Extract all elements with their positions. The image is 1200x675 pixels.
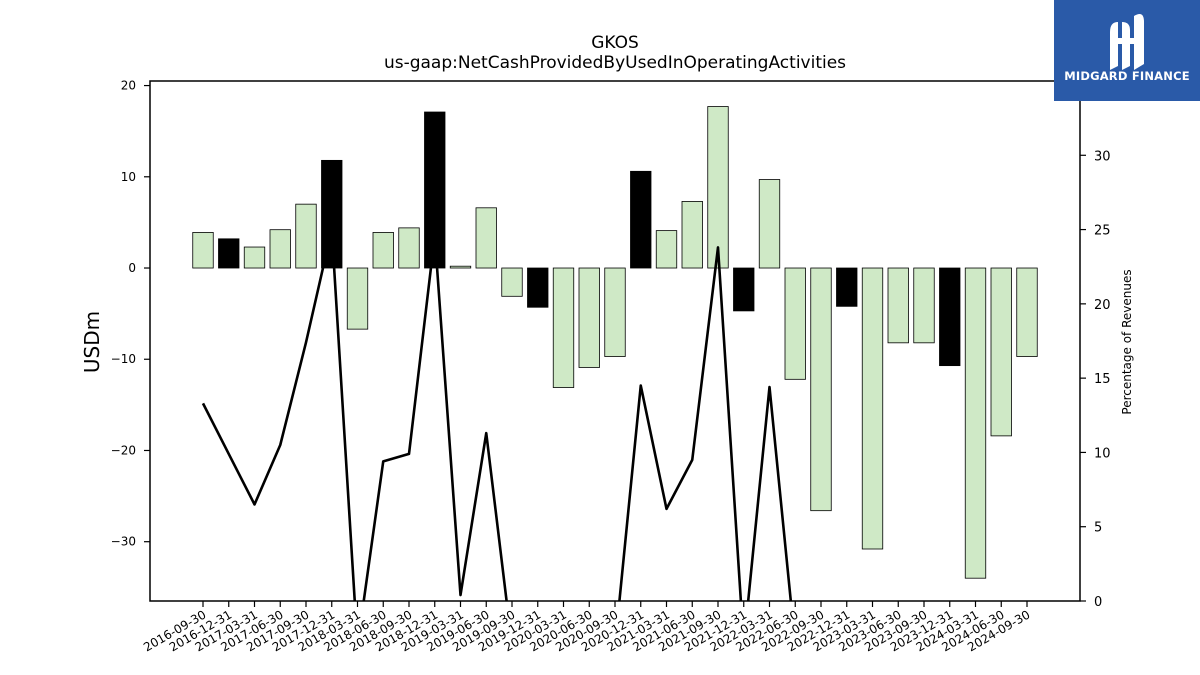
chart-title: GKOS [591, 33, 639, 53]
y-tick-label: 10 [121, 170, 136, 184]
bar-2022-03-31 [758, 179, 781, 269]
midgard-logo-icon [1110, 14, 1144, 70]
bar-2019-12-31 [527, 267, 549, 308]
bar-2020-06-30 [578, 267, 600, 368]
bar-2017-03-31 [243, 246, 266, 269]
bar-2023-09-30 [913, 267, 935, 344]
y2-tick-label: 5 [1094, 521, 1102, 536]
bar-2019-03-31 [449, 265, 472, 269]
bar-2019-06-30 [475, 207, 497, 269]
bars-group [192, 106, 1038, 579]
bar-2020-09-30 [604, 267, 626, 357]
y-axis-label: USDm [80, 311, 104, 373]
y-tick-label: −10 [111, 352, 136, 366]
bar-2022-06-30 [784, 267, 806, 380]
bar-2016-12-31 [218, 238, 240, 269]
bar-2021-03-31 [655, 230, 678, 269]
y-tick-label: 0 [128, 261, 136, 275]
bar-2018-09-30 [398, 227, 420, 269]
chart-subtitle: us-gaap:NetCashProvidedByUsedInOperating… [384, 53, 846, 73]
logo-text: MIDGARD FINANCE [1064, 69, 1190, 83]
y2-tick-label: 25 [1094, 224, 1111, 239]
bar-2021-12-31 [733, 267, 755, 312]
y2-tick-label: 15 [1094, 372, 1111, 387]
axes-group: 20100−10−20−300510152025302016-09-302016… [111, 79, 1111, 655]
bar-2017-12-31 [321, 159, 343, 269]
y-tick-label: −20 [111, 443, 136, 457]
bar-2017-06-30 [269, 229, 291, 269]
bar-2018-06-30 [372, 232, 394, 269]
y2-tick-label: 20 [1094, 298, 1111, 313]
bar-2024-03-31 [964, 267, 987, 579]
bar-2016-09-30 [192, 232, 214, 269]
bar-2022-09-30 [810, 267, 832, 512]
bar-2023-03-31 [861, 267, 884, 550]
bar-2023-06-30 [887, 267, 909, 344]
y2-axis-label: Percentage of Revenues [1120, 269, 1134, 414]
bar-2022-12-31 [836, 267, 858, 307]
y-tick-label: −30 [111, 535, 136, 549]
bar-2020-12-31 [630, 170, 652, 269]
y2-tick-label: 10 [1094, 446, 1111, 461]
midgard-finance-logo: MIDGARD FINANCE [1054, 0, 1200, 101]
bar-2018-12-31 [424, 111, 446, 269]
y2-tick-label: 30 [1094, 149, 1111, 164]
bar-2024-06-30 [990, 267, 1012, 437]
bar-2024-09-30 [1016, 267, 1038, 357]
bar-2018-03-31 [346, 267, 369, 330]
bar-2021-09-30 [707, 106, 729, 269]
bar-2017-09-30 [295, 203, 317, 269]
bar-2021-06-30 [681, 201, 703, 269]
bar-2020-03-31 [552, 267, 575, 388]
bar-2023-12-31 [939, 267, 961, 367]
y-tick-label: 20 [121, 79, 136, 93]
series-line [201, 228, 793, 601]
y2-tick-label: 0 [1094, 595, 1102, 610]
line-group [201, 228, 793, 601]
bar-2019-09-30 [501, 267, 523, 297]
